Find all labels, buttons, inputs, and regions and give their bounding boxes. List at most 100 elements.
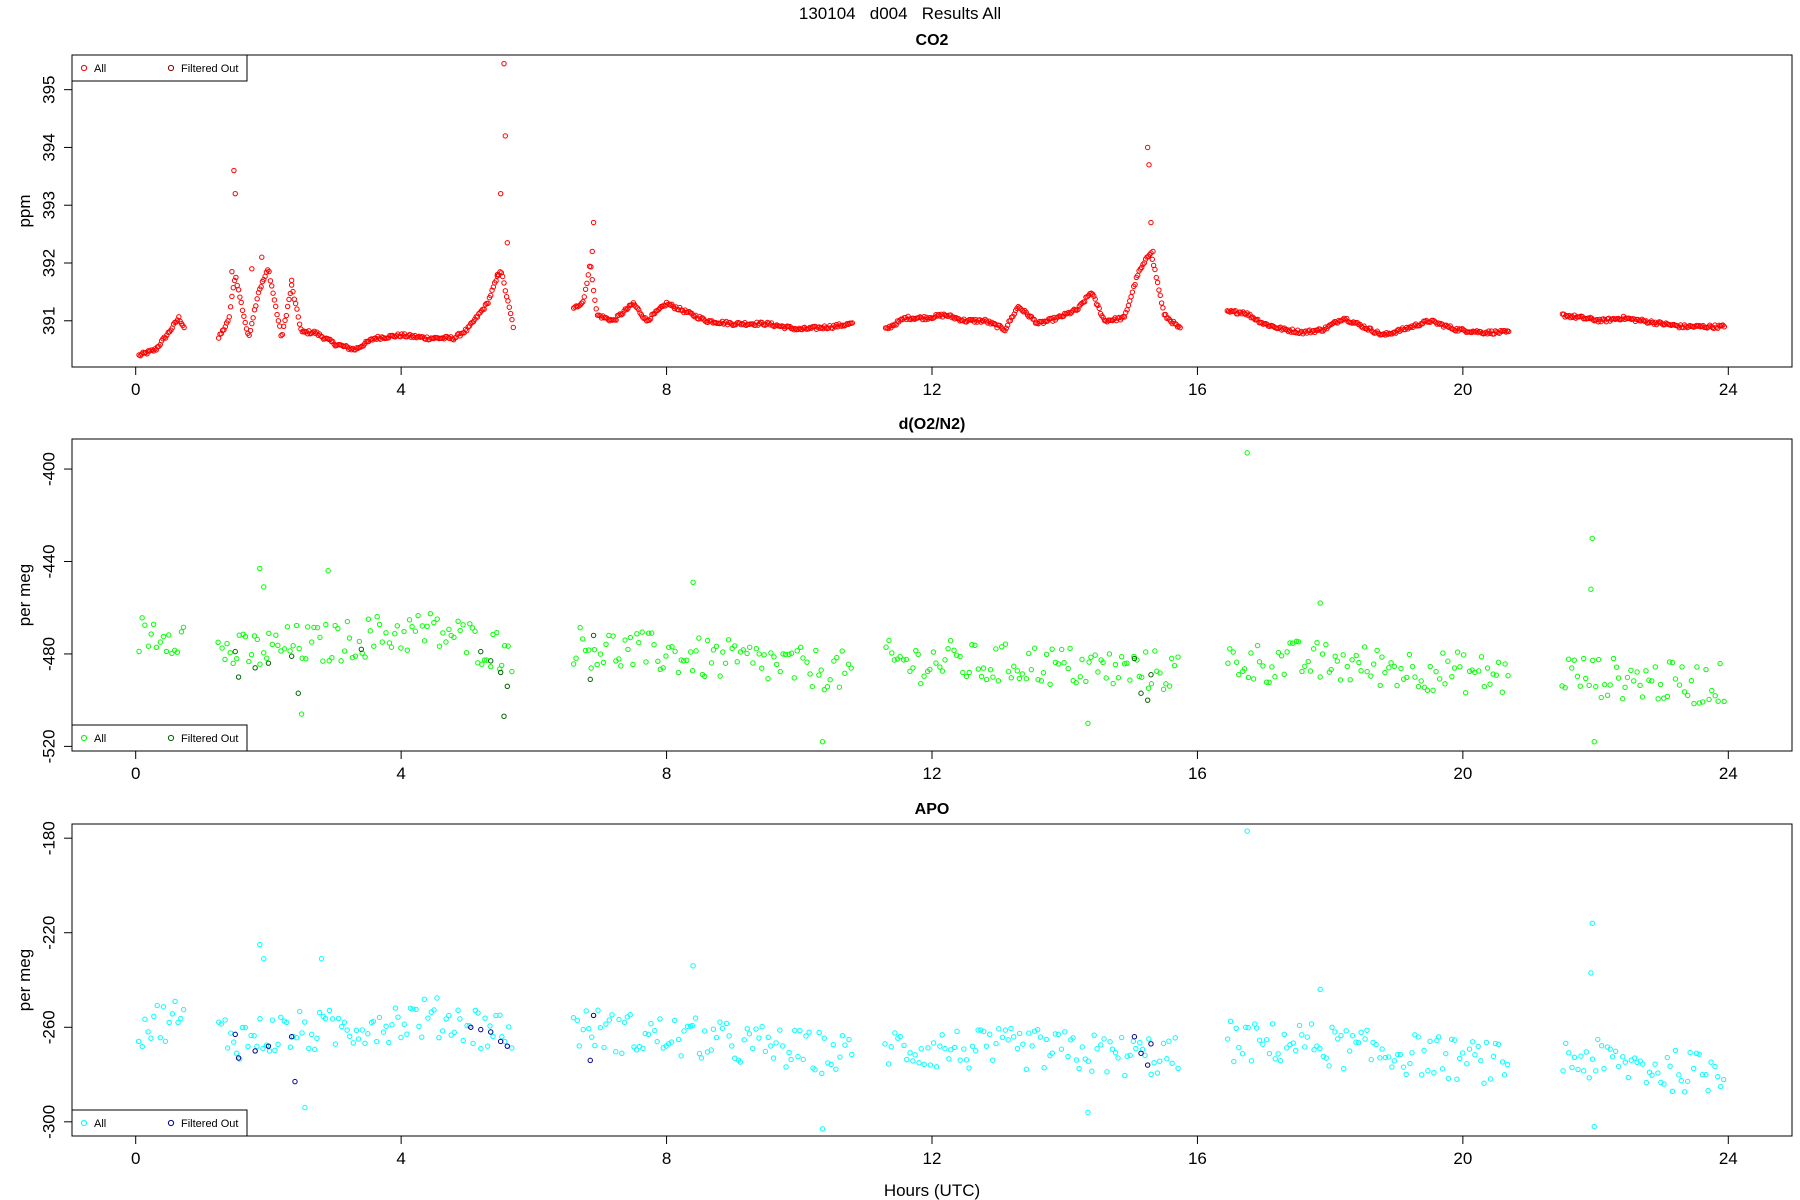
data-point — [983, 676, 990, 683]
data-point — [1493, 672, 1500, 678]
data-point — [910, 1058, 916, 1064]
data-point — [723, 1020, 730, 1027]
data-point — [1005, 1037, 1011, 1043]
data-point — [744, 650, 750, 657]
data-point — [292, 300, 299, 307]
data-point — [1466, 1046, 1473, 1052]
data-point — [401, 628, 407, 635]
data-point — [1314, 639, 1320, 646]
data-point — [1407, 324, 1414, 331]
data-point — [230, 285, 236, 291]
data-point — [229, 293, 235, 300]
data-point — [150, 621, 157, 628]
data-point — [1035, 676, 1041, 683]
data-point — [961, 1046, 967, 1052]
data-point — [1421, 684, 1428, 691]
data-point — [1160, 686, 1167, 693]
data-point — [1269, 664, 1275, 670]
data-point — [427, 610, 434, 617]
data-point — [1703, 1071, 1709, 1078]
data-point — [1104, 1069, 1110, 1075]
data-point — [1643, 668, 1649, 674]
data-point — [725, 637, 732, 643]
data-point — [1166, 1038, 1172, 1044]
filtered-point — [265, 1043, 272, 1049]
data-point — [1037, 1034, 1044, 1040]
data-point — [1391, 329, 1398, 335]
data-point — [1163, 681, 1169, 687]
data-point — [613, 1049, 619, 1055]
data-point — [1495, 1041, 1502, 1048]
data-point — [1721, 698, 1727, 705]
data-point — [1088, 290, 1094, 296]
data-point — [1567, 314, 1574, 321]
data-point — [1569, 1064, 1575, 1071]
data-point — [1148, 1071, 1154, 1077]
data-point — [1696, 1051, 1702, 1057]
data-point — [1595, 1036, 1601, 1043]
data-point — [298, 711, 305, 717]
plot-frame — [71, 438, 1793, 752]
data-point — [290, 643, 296, 649]
data-point — [987, 1031, 993, 1037]
data-point — [139, 1043, 145, 1050]
x-tick-label: 16 — [1188, 1149, 1207, 1168]
data-point — [621, 1019, 628, 1025]
data-point — [1721, 324, 1728, 330]
data-point — [341, 1019, 348, 1025]
data-point — [1077, 674, 1083, 680]
data-point — [1385, 1054, 1392, 1060]
data-point — [1505, 672, 1511, 679]
data-point — [996, 1026, 1002, 1032]
data-point — [630, 661, 636, 668]
data-point — [1058, 1046, 1065, 1052]
data-point — [234, 656, 240, 662]
data-point — [1245, 674, 1252, 681]
data-point — [1034, 1026, 1041, 1033]
data-point — [506, 304, 512, 310]
data-point — [669, 644, 675, 650]
data-point — [1684, 1078, 1691, 1085]
data-point — [1154, 279, 1161, 286]
data-point — [443, 639, 449, 645]
filtered-point — [1148, 1041, 1154, 1047]
data-point — [1106, 651, 1113, 657]
data-point — [636, 639, 642, 646]
data-point — [969, 1043, 976, 1049]
data-point — [729, 1043, 735, 1049]
data-point — [794, 648, 800, 654]
data-point — [431, 1007, 437, 1013]
data-point — [1137, 1039, 1143, 1046]
data-point — [1244, 310, 1250, 316]
data-point — [222, 1017, 228, 1023]
data-point — [505, 298, 511, 304]
data-point — [616, 656, 622, 662]
data-point — [1081, 299, 1088, 305]
data-point — [1699, 1072, 1706, 1078]
data-point — [1295, 639, 1302, 645]
data-point — [353, 1027, 360, 1034]
data-point — [1418, 678, 1424, 684]
legend-box — [71, 54, 248, 82]
data-point — [798, 644, 804, 651]
data-point — [592, 1042, 598, 1049]
data-point — [1128, 294, 1134, 300]
data-point — [1091, 293, 1097, 299]
data-point — [1131, 653, 1137, 660]
data-point — [1628, 667, 1634, 674]
y-axis-label: per meg — [15, 949, 34, 1011]
data-point — [1150, 248, 1156, 255]
data-point — [1122, 1072, 1128, 1079]
data-point — [933, 1064, 940, 1070]
data-point — [1085, 1109, 1091, 1116]
data-point — [825, 1060, 831, 1066]
data-point — [261, 276, 267, 283]
data-point — [777, 1027, 783, 1033]
data-point — [1249, 314, 1256, 320]
data-point — [1672, 1047, 1679, 1054]
data-point — [279, 331, 286, 338]
data-point — [1070, 1035, 1076, 1041]
data-point — [1317, 674, 1323, 680]
data-point — [627, 634, 634, 641]
data-point — [732, 643, 738, 649]
